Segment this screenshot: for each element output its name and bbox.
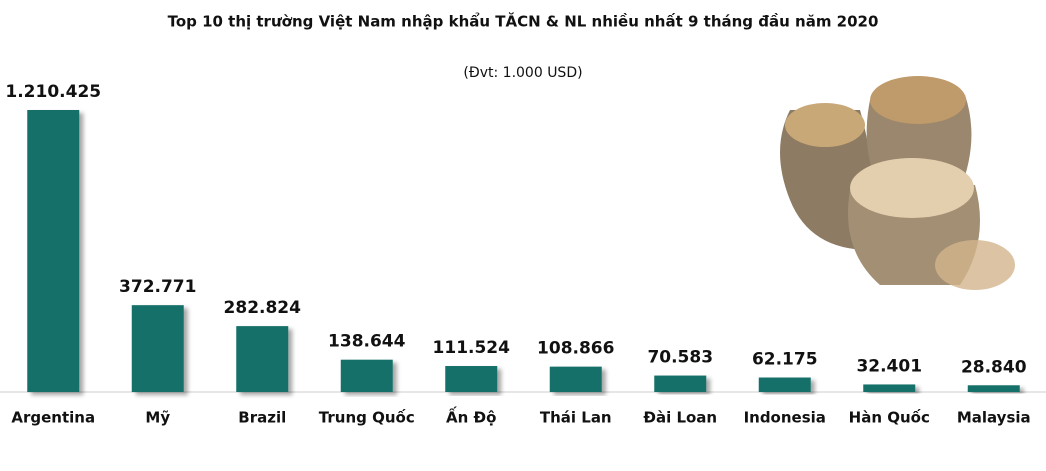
x-tick-label: Mỹ [145,409,170,427]
value-label: 108.866 [537,339,614,359]
illustration [780,76,1015,290]
bar [445,366,498,392]
x-tick-label: Ấn Độ [446,406,496,427]
value-label: 282.824 [224,298,302,318]
chart-title: Top 10 thị trường Việt Nam nhập khẩu TĂC… [168,12,879,31]
bar [340,359,393,392]
value-label: 28.840 [961,357,1027,377]
x-tick-label: Brazil [238,409,286,427]
bar [967,385,1020,392]
bar [863,384,916,392]
value-label: 111.524 [433,338,511,358]
x-tick-label: Hàn Quốc [849,408,930,427]
value-label: 62.175 [752,350,818,370]
bar [131,305,184,392]
x-tick-label: Trung Quốc [319,408,415,427]
bar [236,326,289,392]
x-tick-label: Indonesia [744,409,826,427]
chart-subtitle: (Đvt: 1.000 USD) [463,65,582,81]
value-label: 372.771 [119,277,196,297]
bar [654,375,707,392]
bar [549,366,602,392]
x-tick-label: Đài Loan [643,409,717,427]
x-tick-label: Malaysia [957,409,1031,427]
value-label: 70.583 [647,348,713,368]
value-label: 1.210.425 [5,82,101,102]
x-tick-label: Argentina [11,409,95,427]
x-tick-label: Thái Lan [540,409,612,427]
bar [758,377,811,392]
value-label: 138.644 [328,332,406,352]
bar [27,110,80,392]
value-label: 32.401 [856,356,922,376]
